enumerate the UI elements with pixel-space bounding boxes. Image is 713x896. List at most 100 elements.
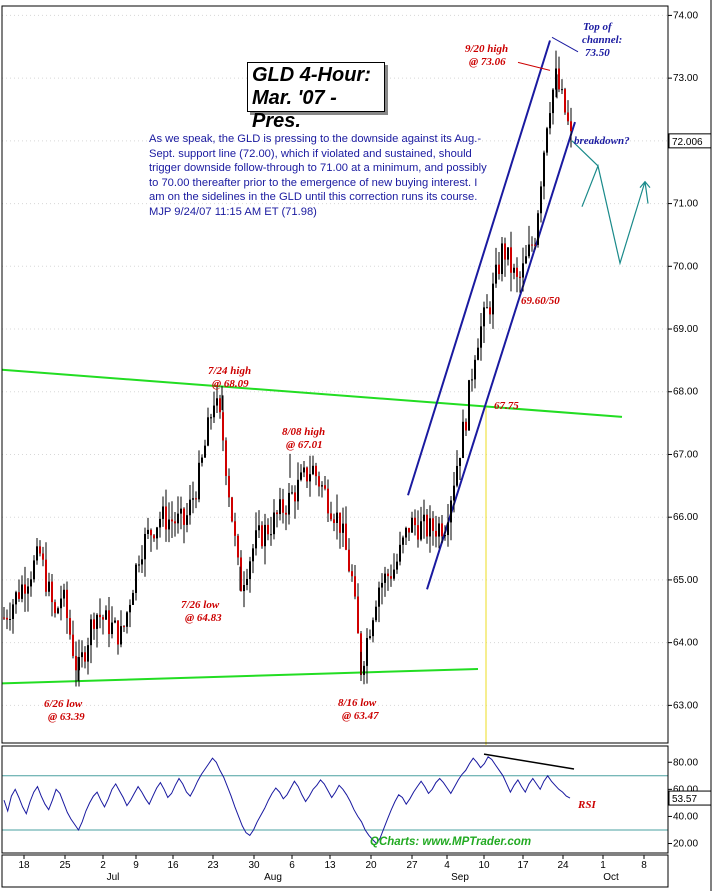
- candle: [318, 471, 320, 497]
- candle: [453, 472, 455, 513]
- candle: [486, 294, 488, 309]
- candle: [198, 450, 200, 503]
- x-tick-label: 6: [289, 860, 295, 871]
- candle-body: [111, 622, 113, 635]
- high-pointer: [517, 61, 551, 71]
- candle-body: [108, 610, 110, 635]
- candle: [105, 605, 107, 621]
- price-tick-label: 68.00: [673, 387, 698, 398]
- candle: [234, 512, 236, 547]
- level-label-67-75: 67.75: [494, 400, 519, 412]
- candle: [306, 466, 308, 488]
- candle-body: [84, 652, 86, 662]
- candle-body: [210, 417, 212, 419]
- x-tick-label: 23: [207, 860, 219, 871]
- price-tick-label: 69.00: [673, 324, 698, 335]
- candle-body: [534, 244, 536, 246]
- candle-body: [156, 527, 158, 539]
- candle-body: [24, 584, 26, 594]
- candle: [531, 236, 533, 252]
- candle: [570, 107, 572, 148]
- candle: [444, 525, 446, 541]
- candle-body: [171, 519, 173, 522]
- candle: [300, 464, 302, 482]
- x-month-label: Aug: [264, 872, 282, 883]
- candle-body: [486, 307, 488, 309]
- candle-body: [48, 581, 50, 592]
- candle: [126, 611, 128, 634]
- candle: [168, 502, 170, 543]
- candle-body: [138, 564, 140, 566]
- candle-body: [528, 244, 530, 257]
- candle-body: [567, 112, 569, 122]
- candle: [549, 101, 551, 135]
- candle: [432, 511, 434, 546]
- candle: [411, 511, 413, 534]
- candle-body: [363, 665, 365, 675]
- candle-body: [474, 359, 476, 380]
- rsi-tick-label: 20.00: [673, 839, 698, 850]
- candle: [36, 537, 38, 565]
- key-point-label: 7/26 low: [181, 599, 220, 611]
- candle-body: [492, 283, 494, 315]
- candle-body: [564, 89, 566, 113]
- candle-body: [450, 500, 452, 523]
- candle: [510, 231, 512, 292]
- candle-body: [282, 499, 284, 513]
- candle: [540, 181, 542, 223]
- candle-body: [15, 592, 17, 605]
- candle: [348, 538, 350, 573]
- candle-body: [549, 113, 551, 129]
- channel-upper-line: [407, 40, 551, 496]
- candle: [324, 475, 326, 491]
- candle-body: [105, 610, 107, 620]
- candle: [555, 50, 557, 98]
- candle: [354, 565, 356, 600]
- candle: [84, 646, 86, 669]
- candle-body: [447, 522, 449, 536]
- candle: [156, 526, 158, 550]
- key-point-label: 6/26 low: [44, 698, 83, 710]
- candle-body: [12, 604, 14, 619]
- candle-body: [207, 417, 209, 446]
- key-point-value: @ 67.01: [286, 439, 323, 451]
- candle-body: [369, 636, 371, 639]
- candle-body: [162, 506, 164, 519]
- candle-body: [189, 499, 191, 516]
- candle: [66, 581, 68, 634]
- candle: [39, 540, 41, 557]
- candle-body: [102, 617, 104, 620]
- key-point-label: 9/20 high: [465, 43, 508, 55]
- candle-body: [39, 546, 41, 554]
- candle-body: [540, 186, 542, 214]
- candle-body: [402, 537, 404, 545]
- candle-body: [294, 492, 296, 502]
- candle-body: [342, 523, 344, 533]
- candle-body: [366, 638, 368, 666]
- candle: [327, 479, 329, 523]
- price-tick-label: 63.00: [673, 700, 698, 711]
- candle: [177, 496, 179, 534]
- candle: [213, 391, 215, 424]
- candle-body: [537, 213, 539, 245]
- candle: [72, 620, 74, 659]
- candle-body: [33, 560, 35, 580]
- candle: [459, 457, 461, 480]
- candle-body: [432, 518, 434, 531]
- candle: [537, 210, 539, 248]
- candle-body: [99, 614, 101, 618]
- candle-body: [396, 561, 398, 570]
- candle: [285, 505, 287, 531]
- candle-body: [312, 465, 314, 475]
- candle-body: [357, 596, 359, 634]
- candle-body: [168, 519, 170, 530]
- candle-body: [543, 152, 545, 187]
- candle: [9, 602, 11, 631]
- x-tick-label: 8: [641, 860, 647, 871]
- candle-body: [390, 576, 392, 579]
- candle-body: [117, 620, 119, 645]
- candle: [480, 313, 482, 361]
- candle-body: [417, 525, 419, 540]
- candle-body: [66, 589, 68, 619]
- candle: [6, 609, 8, 630]
